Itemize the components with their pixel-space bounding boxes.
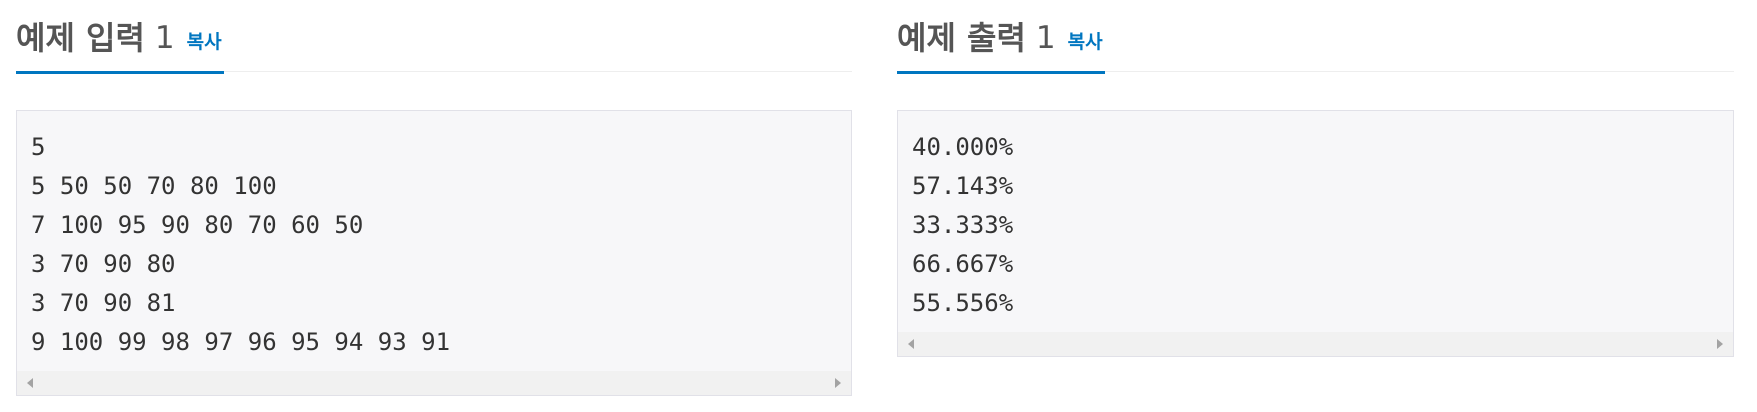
- sample-input-title: 예제 입력: [16, 19, 145, 57]
- sample-output-text[interactable]: 40.000% 57.143% 33.333% 66.667% 55.556%: [912, 133, 1014, 317]
- headline-divider: [16, 71, 852, 72]
- sample-input-number: 1: [154, 20, 175, 56]
- sample-output-title-wrap: 예제 출력 1 복사: [897, 17, 1105, 74]
- scroll-left-icon[interactable]: [27, 378, 33, 388]
- sample-input-headline: 예제 입력 1 복사: [16, 0, 852, 74]
- sample-input-text[interactable]: 5 5 50 50 70 80 100 7 100 95 90 80 70 60…: [31, 133, 451, 356]
- copy-input-button[interactable]: 복사: [186, 31, 222, 53]
- sample-input-panel: 예제 입력 1 복사 5 5 50 50 70 80 100 7 100 95 …: [16, 0, 852, 396]
- scroll-right-icon[interactable]: [835, 378, 841, 388]
- sample-output-box[interactable]: 40.000% 57.143% 33.333% 66.667% 55.556%: [897, 110, 1734, 357]
- sample-output-panel: 예제 출력 1 복사 40.000% 57.143% 33.333% 66.66…: [897, 0, 1734, 357]
- horizontal-scrollbar[interactable]: [17, 371, 851, 395]
- sample-input-title-wrap: 예제 입력 1 복사: [16, 17, 224, 74]
- scroll-right-icon[interactable]: [1717, 339, 1723, 349]
- sample-input-box[interactable]: 5 5 50 50 70 80 100 7 100 95 90 80 70 60…: [16, 110, 852, 396]
- sample-output-title: 예제 출력: [897, 19, 1026, 57]
- horizontal-scrollbar[interactable]: [898, 332, 1733, 356]
- scroll-left-icon[interactable]: [908, 339, 914, 349]
- headline-divider: [897, 71, 1734, 72]
- sample-output-number: 1: [1035, 20, 1056, 56]
- sample-output-headline: 예제 출력 1 복사: [897, 0, 1734, 74]
- copy-output-button[interactable]: 복사: [1067, 31, 1103, 53]
